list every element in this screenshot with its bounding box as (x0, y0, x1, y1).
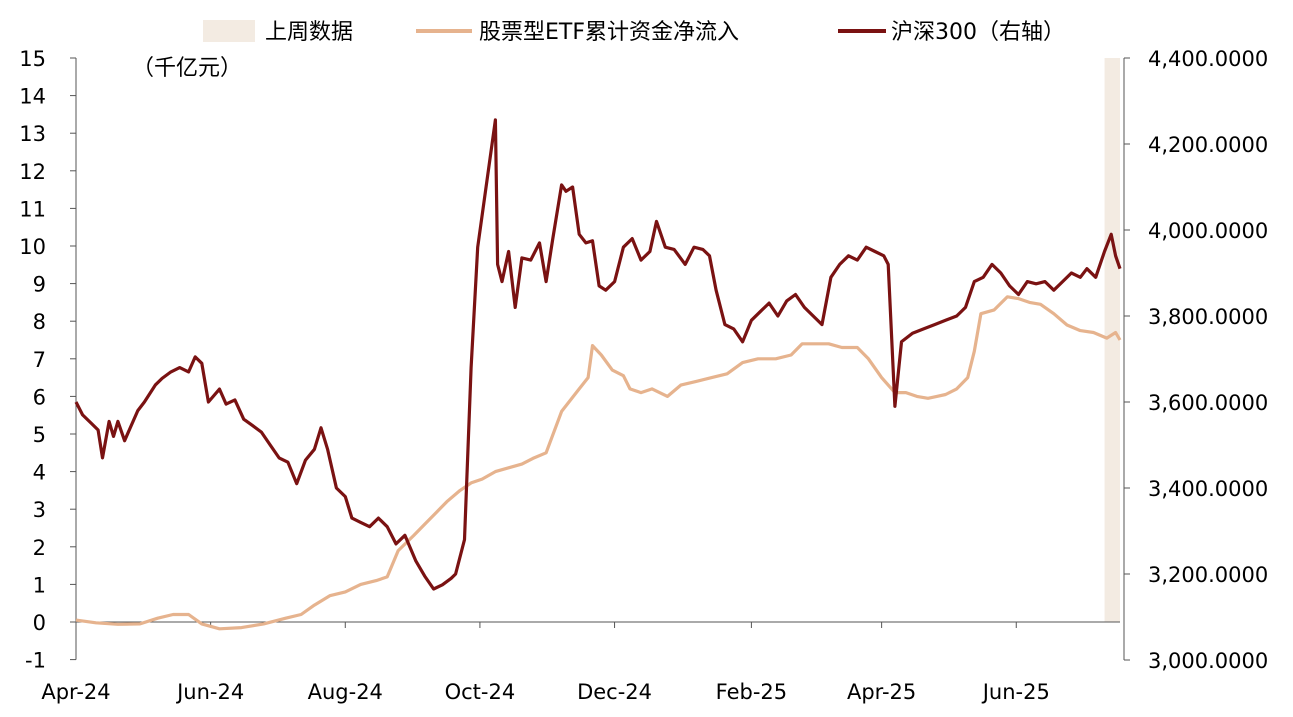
left-axis-tick-label: 15 (19, 47, 46, 71)
left-axis-tick-label: 11 (19, 197, 46, 221)
series-line-csi300 (74, 118, 1122, 591)
x-axis-tick-label: Dec-24 (577, 680, 652, 704)
legend-label-last-week: 上周数据 (265, 20, 353, 45)
axes: 1514131211109876543210-14,400.00004,200.… (19, 47, 1268, 704)
left-axis-tick-label: 14 (19, 85, 46, 109)
left-axis-tick-label: 7 (33, 348, 46, 372)
left-axis-tick-label: 10 (19, 235, 46, 259)
x-axis-tick-label: Apr-24 (41, 680, 110, 704)
x-axis-tick-label: Aug-24 (308, 680, 383, 704)
left-axis-tick-label: 0 (33, 611, 46, 635)
right-axis-tick-label: 4,200.0000 (1148, 133, 1268, 157)
left-axis-tick-label: 5 (33, 423, 46, 447)
legend: 上周数据 股票型ETF累计资金净流入 沪深300（右轴） (203, 20, 1065, 45)
left-axis-tick-label: 2 (33, 536, 46, 560)
x-axis-tick-label: Jun-25 (981, 680, 1050, 704)
right-axis-tick-label: 3,600.0000 (1148, 391, 1268, 415)
x-axis-tick-label: Feb-25 (716, 680, 787, 704)
right-axis-tick-label: 3,800.0000 (1148, 305, 1268, 329)
right-axis-tick-label: 4,000.0000 (1148, 219, 1268, 243)
left-axis-tick-label: 1 (33, 573, 46, 597)
left-axis-tick-label: 13 (19, 122, 46, 146)
right-axis-tick-label: 4,400.0000 (1148, 47, 1268, 71)
left-axis-tick-label: 8 (33, 310, 46, 334)
last-week-highlight-band (1104, 58, 1120, 622)
left-axis-tick-label: 4 (33, 461, 46, 485)
right-axis-tick-label: 3,200.0000 (1148, 563, 1268, 587)
left-axis-tick-label: 6 (33, 385, 46, 409)
left-axis-tick-label: 3 (33, 498, 46, 522)
legend-swatch-last-week (203, 20, 255, 42)
left-axis-unit-label: （千亿元） (132, 56, 242, 81)
series-line-etf-cumulative-inflow (75, 295, 1122, 631)
left-axis-tick-label: 9 (33, 273, 46, 297)
right-axis-tick-label: 3,400.0000 (1148, 477, 1268, 501)
x-axis-tick-label: Oct-24 (445, 680, 516, 704)
right-axis-tick-label: 3,000.0000 (1148, 649, 1268, 673)
x-axis-tick-label: Jun-24 (175, 680, 244, 704)
legend-label-etf-flow: 股票型ETF累计资金净流入 (479, 20, 739, 45)
x-axis-tick-label: Apr-25 (847, 680, 916, 704)
left-axis-tick-label: 12 (19, 160, 46, 184)
left-axis-tick-label: -1 (25, 649, 46, 673)
legend-label-csi300: 沪深300（右轴） (891, 20, 1065, 45)
